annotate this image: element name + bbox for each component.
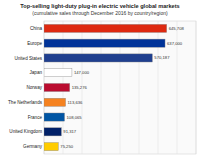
background (0, 0, 200, 158)
data-label: 570,187 (154, 55, 170, 60)
data-label: 75,250 (60, 144, 73, 149)
bar (44, 113, 65, 121)
bar (44, 69, 72, 77)
category-label: China (30, 26, 42, 31)
grid-line (196, 21, 197, 154)
data-label: 147,000 (74, 70, 90, 75)
data-label: 135,276 (72, 85, 88, 90)
category-label: Japan (29, 70, 42, 75)
bar (44, 143, 58, 151)
bar (44, 39, 165, 47)
bar (44, 54, 152, 62)
bar (44, 83, 70, 91)
bars (44, 24, 167, 150)
chart: Top-selling light-duty plug-in electric … (0, 0, 200, 158)
subtitle: (cumulative sales through December 2016 … (32, 10, 168, 16)
bar (44, 24, 167, 32)
bar (44, 128, 61, 136)
data-label: 113,636 (68, 100, 83, 105)
data-label: 645,708 (169, 26, 185, 31)
category-label: Norway (26, 85, 42, 90)
category-label: France (28, 115, 43, 120)
category-label: Germany (23, 144, 43, 149)
data-label: 108,065 (67, 115, 83, 120)
data-label: 637,000 (167, 41, 183, 46)
bar (44, 98, 66, 106)
category-label: United States (14, 56, 42, 61)
category-label: United Kingdom (9, 129, 42, 134)
category-label: Europe (27, 41, 42, 46)
plot-frame (44, 21, 196, 154)
data-label: 91,317 (63, 129, 76, 134)
category-label: The Netherlands (8, 100, 43, 105)
title: Top-selling light-duty plug-in electric … (20, 3, 179, 9)
